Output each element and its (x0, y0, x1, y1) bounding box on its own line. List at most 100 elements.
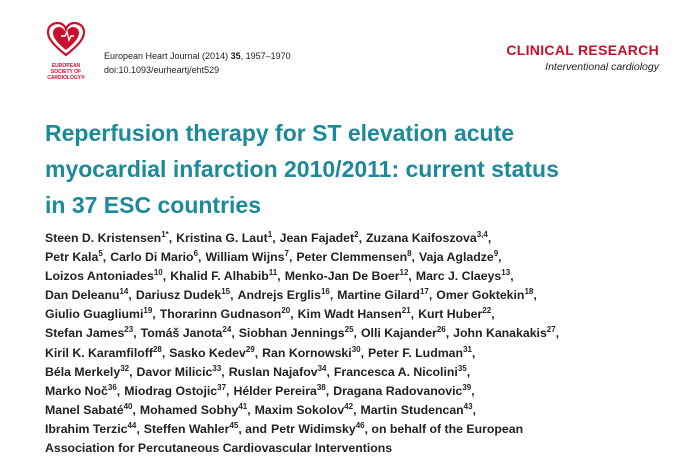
author-name: Kurt Huber (418, 307, 483, 322)
separator: , (445, 326, 450, 341)
author: Francesca A. Nicolini35, (333, 364, 470, 379)
author: Tomáš Janota24, (141, 326, 235, 341)
affiliation: 9 (493, 249, 499, 259)
affiliation: 23 (124, 325, 134, 335)
author-line: Manel Sabaté40, Mohamed Sobhy41, Maxim Sok… (45, 401, 563, 420)
author-name: Olli Kajander (360, 326, 437, 341)
separator: , (326, 364, 330, 379)
pages: , 1957–1970 (240, 51, 291, 61)
affiliation: 38 (316, 382, 326, 392)
author: Béla Merkely32, (45, 363, 133, 379)
citation: European Heart Journal (2014) 35, 1957–1… (104, 49, 291, 77)
affiliation: 28 (152, 344, 162, 354)
article-title: Reperfusion therapy for ST elevation acu… (45, 115, 559, 223)
volume: 35 (230, 51, 241, 61)
separator: , (487, 231, 492, 245)
author: Petr Kala5, (45, 250, 107, 265)
author: Peter F. Ludman31, (368, 344, 475, 360)
author-name: Association for Percutaneous Cardiovascu… (45, 441, 393, 456)
author-name: Manel Sabaté (45, 402, 124, 417)
author: Olli Kajander26, (360, 325, 450, 341)
separator: , (277, 269, 281, 284)
separator: , (290, 307, 294, 322)
affiliation: 22 (482, 306, 492, 316)
separator: , (410, 307, 415, 322)
affiliation: 39 (462, 382, 472, 392)
affiliation: 31 (463, 344, 472, 354)
affiliation: 27 (546, 325, 556, 335)
author-name: Hélder Pereira (233, 383, 317, 398)
author: Petr Widimsky46, on behalf of the Europe… (271, 421, 523, 436)
author: Zuzana Kaifoszova3,4, (366, 231, 492, 246)
author-name: Andrejs Erglis (237, 288, 321, 303)
affiliation: 26 (436, 325, 446, 335)
author-name: Omer Goktekin (436, 288, 525, 303)
author: Loizos Antoniades10, (45, 268, 166, 284)
author-name: Kiril K. Karamfiloff (45, 345, 153, 360)
affiliation: 30 (351, 344, 361, 354)
author-name: Dan Deleanu (45, 288, 120, 303)
journal: European Heart Journal (2014) (104, 51, 231, 61)
author-line: Giulio Guagliumi19, Thorarinn Gudnason20,… (45, 305, 563, 324)
separator: , (491, 307, 495, 322)
affiliation: 1* (161, 230, 169, 239)
author: Vaja Agladze9, (419, 249, 502, 265)
separator: , (471, 383, 475, 398)
author: Dragana Radovanovic39, (333, 382, 475, 398)
separator: , (168, 231, 173, 245)
author: Marc J. Claeys13, (416, 269, 514, 284)
affiliation: 43 (463, 401, 473, 411)
separator: , (325, 383, 330, 398)
author-name: Francesca A. Nicolini (333, 364, 458, 379)
separator: , (128, 288, 132, 303)
author: Association for Percutaneous Cardiovascu… (45, 441, 392, 455)
author: William Wijns7, (205, 250, 292, 265)
affiliation: 32 (120, 363, 130, 373)
affiliation: 17 (419, 287, 429, 297)
affiliation: 21 (401, 306, 411, 316)
separator: , (230, 288, 234, 303)
author-name: Maxim Sokolov (254, 402, 345, 417)
separator: , (353, 326, 357, 341)
separator: , (231, 326, 235, 341)
separator: , (408, 269, 412, 284)
affiliation: 12 (399, 268, 409, 278)
author-name: Petr Widimsky (271, 421, 356, 436)
author-name: Kristina G. Laut (176, 231, 268, 245)
author-line: Kiril K. Karamfiloff28, Sasko Kedev29, Ran… (45, 344, 563, 363)
affiliation: 20 (281, 306, 291, 316)
author-name: Sasko Kedev (169, 345, 246, 360)
author: Kristina G. Laut1, (176, 231, 275, 246)
separator: , (132, 402, 136, 417)
separator: , (533, 288, 537, 303)
author-name: Martine Gilard (337, 288, 420, 303)
separator: , (472, 402, 476, 417)
separator: , (102, 250, 107, 265)
author: Ruslan Najafov34, (229, 364, 330, 379)
author: Steffen Wahler45, and (144, 421, 267, 436)
author: John Kanakakis27, (453, 325, 560, 341)
author: Davor Milicic33, (136, 363, 225, 379)
author: Martine Gilard17, (337, 287, 432, 303)
author: Stefan James23, (45, 325, 137, 341)
author-name: Davor Milicic (136, 364, 213, 379)
affiliation: 16 (320, 287, 330, 297)
author: Omer Goktekin18, (436, 288, 537, 303)
separator: , (221, 364, 225, 379)
separator: , (129, 364, 133, 379)
affiliation: 2 (354, 230, 359, 239)
author: Giulio Guagliumi19, (45, 307, 156, 322)
author-name: Thorarinn Gudnason (159, 307, 282, 322)
author: Manel Sabaté40, (45, 402, 136, 417)
affiliation: 33 (212, 363, 222, 373)
separator: , (555, 326, 560, 341)
author-name: Menko-Jan De Boer (284, 269, 400, 284)
separator: , (358, 231, 362, 245)
affiliation: 44 (127, 420, 137, 430)
author-name: Khalid F. Alhabib (170, 269, 269, 284)
author-name: Stefan James (45, 326, 125, 341)
affiliation: 42 (344, 401, 354, 411)
separator: , (329, 288, 334, 303)
affiliation: 10 (153, 268, 163, 278)
